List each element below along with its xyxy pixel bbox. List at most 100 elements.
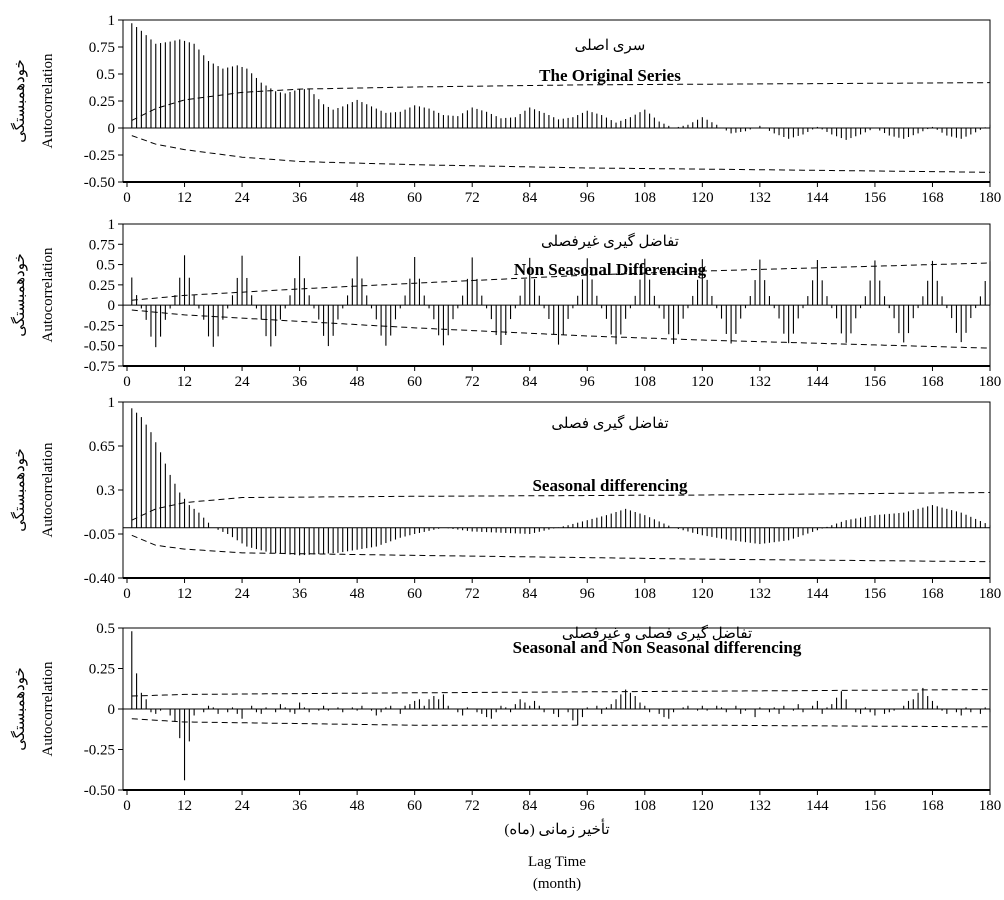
y-tick-label: 0.5 <box>96 621 115 637</box>
x-tick-label: 180 <box>979 374 1002 390</box>
y-tick-label: -0.50 <box>84 339 115 355</box>
x-tick-label: 24 <box>235 586 251 602</box>
acf-bars <box>131 255 991 348</box>
x-tick-label: 36 <box>292 190 308 206</box>
x-tick-label: 60 <box>407 190 422 206</box>
x-tick-label: 24 <box>235 798 251 814</box>
y-axis-label-fa: خودهمبستگی <box>10 667 28 751</box>
x-tick-label: 144 <box>806 798 829 814</box>
x-tick-label: 12 <box>177 190 192 206</box>
x-tick-label: 168 <box>921 586 944 602</box>
lower-confidence-limit <box>131 718 990 728</box>
y-tick-label: 0 <box>108 702 116 718</box>
x-axis-label-fa: تأخیر زمانی (ماه) <box>504 819 609 838</box>
lower-confidence-limit <box>131 309 991 349</box>
y-axis-label: Autocorrelation <box>40 53 56 148</box>
x-tick-label: 60 <box>407 586 422 602</box>
acf-bars <box>131 631 991 781</box>
x-tick-label: 132 <box>749 798 772 814</box>
panel-title-fa: تفاضل گیری غیرفصلی <box>541 232 679 250</box>
x-tick-label: 48 <box>350 374 365 390</box>
x-tick-label: 180 <box>979 190 1002 206</box>
x-tick-label: 96 <box>580 798 596 814</box>
y-tick-label: -0.05 <box>84 527 115 543</box>
acf-bars <box>131 23 991 140</box>
x-tick-label: 120 <box>691 190 714 206</box>
y-tick-label: 0 <box>108 121 116 137</box>
x-tick-label: 108 <box>634 586 657 602</box>
x-tick-label: 156 <box>864 374 887 390</box>
upper-confidence-limit <box>131 492 991 521</box>
x-tick-label: 72 <box>465 374 480 390</box>
y-tick-label: 0.75 <box>89 237 115 253</box>
y-tick-label: 0 <box>108 298 116 314</box>
panel-title-fa: سری اصلی <box>575 38 646 54</box>
x-tick-label: 84 <box>522 586 538 602</box>
panel-title: Seasonal and Non Seasonal differencing <box>513 638 802 657</box>
x-tick-label: 84 <box>522 798 538 814</box>
acf-bars <box>131 408 991 556</box>
x-tick-label: 36 <box>292 586 308 602</box>
x-tick-label: 48 <box>350 586 365 602</box>
x-tick-label: 12 <box>177 586 192 602</box>
y-axis-label-fa: خودهمبستگی <box>10 253 28 337</box>
acf-panel-1: 1 0.75 0.5 0.25 0 -0.25 -0.50 0 12 24 36 48 60 72 84 96… <box>10 13 1001 206</box>
x-tick-label: 36 <box>292 798 308 814</box>
y-axis-label-fa: خودهمبستگی <box>10 448 28 532</box>
x-tick-label: 180 <box>979 798 1002 814</box>
x-tick-label: 48 <box>350 798 365 814</box>
x-tick-label: 156 <box>864 586 887 602</box>
x-tick-label: 144 <box>806 190 829 206</box>
y-axis-label: Autocorrelation <box>40 247 56 342</box>
x-tick-label: 108 <box>634 374 657 390</box>
x-tick-label: 156 <box>864 190 887 206</box>
x-tick-label: 60 <box>407 374 422 390</box>
y-tick-label: 0.5 <box>96 67 115 83</box>
acf-panel-4: 0.5 0.25 0 -0.25 -0.50 0 12 24 36 48 60 72 84 96 108 12… <box>10 621 1001 892</box>
x-tick-label: 84 <box>522 374 538 390</box>
y-tick-label: 0.75 <box>89 40 115 56</box>
x-tick-label: 72 <box>465 798 480 814</box>
x-tick-label: 168 <box>921 190 944 206</box>
x-tick-label: 24 <box>235 190 251 206</box>
upper-confidence-limit <box>131 82 991 121</box>
panel-title: Seasonal differencing <box>532 476 688 495</box>
y-tick-label: 0.25 <box>89 662 115 678</box>
y-tick-label: 0.65 <box>89 439 115 455</box>
x-tick-label: 180 <box>979 586 1002 602</box>
y-tick-label: 0.5 <box>96 258 115 274</box>
lower-confidence-limit <box>131 135 991 173</box>
upper-confidence-limit <box>131 689 990 697</box>
x-tick-label: 132 <box>749 586 772 602</box>
panel-title: The Original Series <box>539 66 681 85</box>
y-tick-label: 1 <box>108 13 116 29</box>
panel-title: Non Seasonal Differencing <box>514 260 707 279</box>
x-tick-label: 132 <box>749 190 772 206</box>
x-tick-label: 120 <box>691 586 714 602</box>
lower-confidence-limit <box>131 534 991 563</box>
y-tick-label: 0.3 <box>96 483 115 499</box>
x-tick-label: 132 <box>749 374 772 390</box>
y-axis-label: Autocorrelation <box>40 661 56 756</box>
panel-title-fa: تفاضل گیری فصلی <box>551 414 668 432</box>
x-tick-label: 12 <box>177 798 192 814</box>
x-tick-label: 168 <box>921 798 944 814</box>
y-tick-label: 0.25 <box>89 278 115 294</box>
x-tick-label: 36 <box>292 374 308 390</box>
y-tick-label: -0.50 <box>84 783 115 799</box>
y-tick-label: 1 <box>108 395 116 411</box>
x-axis-unit: (month) <box>533 876 581 892</box>
x-tick-label: 108 <box>634 190 657 206</box>
x-tick-label: 0 <box>123 798 131 814</box>
y-tick-label: -0.25 <box>84 148 115 164</box>
x-tick-label: 48 <box>350 190 365 206</box>
x-tick-label: 84 <box>522 190 538 206</box>
acf-panel-3: 1 0.65 0.3 -0.05 -0.40 0 12 24 36 48 60 72 84 96 108 12… <box>10 395 1001 602</box>
x-tick-label: 60 <box>407 798 422 814</box>
x-tick-label: 72 <box>465 586 480 602</box>
x-tick-label: 96 <box>580 374 596 390</box>
x-tick-label: 120 <box>691 798 714 814</box>
x-tick-label: 24 <box>235 374 251 390</box>
x-axis-label: Lag Time <box>528 854 586 870</box>
